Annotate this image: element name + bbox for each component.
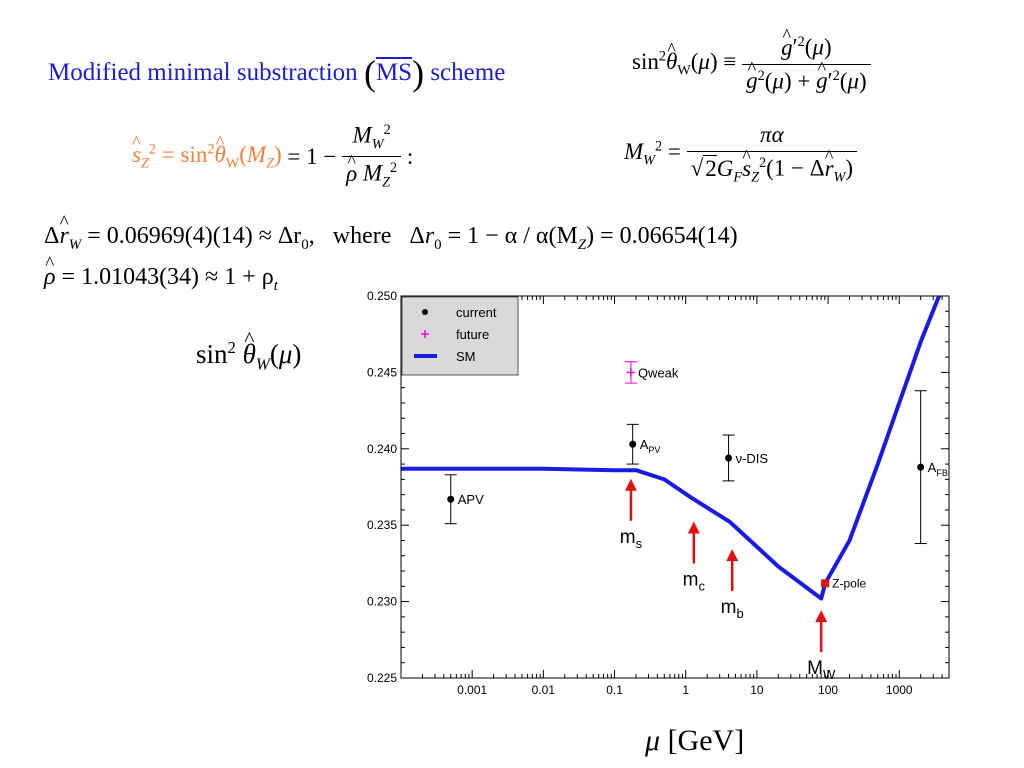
data-point bbox=[917, 463, 925, 471]
x-tick-label: 0.1 bbox=[606, 683, 623, 697]
mass-arrowhead bbox=[726, 549, 739, 562]
x-tick-label: 1000 bbox=[886, 683, 913, 697]
rho-value: = 1.01043(34) ≈ 1 + ρ bbox=[61, 264, 274, 290]
x-tick-label: 1 bbox=[682, 683, 689, 697]
y-tick-label: 0.245 bbox=[367, 365, 397, 379]
rw-value: = 0.06969(4)(14) ≈ Δr bbox=[87, 223, 302, 249]
x-tick-label: 100 bbox=[818, 683, 838, 697]
y-tick-label: 0.240 bbox=[367, 442, 397, 456]
mass-label: mc bbox=[683, 570, 706, 594]
legend-label: SM bbox=[456, 349, 476, 364]
y-tick-label: 0.225 bbox=[367, 671, 397, 685]
data-point bbox=[725, 454, 733, 462]
mass-arrowhead bbox=[687, 521, 700, 534]
rho-equation: ρ = 1.01043(34) ≈ 1 + ρt bbox=[44, 264, 278, 295]
point-label: Z-pole bbox=[832, 576, 866, 590]
r0-tail: ) = 0.06654(14) bbox=[586, 223, 738, 249]
y-axis-label: sin2 θW(μ) bbox=[196, 338, 301, 374]
point-label: ν-DIS bbox=[736, 451, 769, 466]
x-axis-label: μ [GeV] bbox=[645, 724, 745, 757]
delta-r-equation: ΔrW = 0.06969(4)(14) ≈ Δr0, where Δr0 = … bbox=[44, 223, 738, 254]
mass-label: mb bbox=[721, 597, 744, 621]
mass-arrowhead bbox=[624, 478, 637, 491]
x-tick-label: 0.01 bbox=[532, 683, 556, 697]
legend-label: current bbox=[456, 305, 497, 320]
legend-marker bbox=[422, 309, 428, 315]
data-point bbox=[447, 495, 455, 503]
point-label: APV bbox=[640, 437, 661, 455]
zpole-point bbox=[821, 579, 830, 588]
mw-equation: MW2 = πα√2GFsZ2(1 − ΔrW) bbox=[624, 122, 858, 186]
legend-box bbox=[401, 296, 519, 376]
y-tick-label: 0.250 bbox=[367, 289, 397, 303]
sz-definition-equation: sZ2 = sin2θW(MZ) = 1 − MW2ρ MZ2 : bbox=[132, 122, 413, 192]
scheme-word: scheme bbox=[430, 59, 506, 86]
y-tick-label: 0.230 bbox=[367, 595, 397, 609]
data-point bbox=[629, 440, 637, 448]
sm-curve bbox=[401, 296, 942, 601]
point-label: APV bbox=[458, 492, 484, 507]
chart-legend: current future SM bbox=[401, 296, 519, 376]
plot-frame bbox=[400, 295, 950, 679]
y-tick-label: 0.235 bbox=[367, 518, 397, 532]
legend-label: future bbox=[456, 327, 489, 342]
title-text: Modified minimal substraction bbox=[48, 59, 358, 86]
where-word: where bbox=[332, 223, 392, 249]
r0-value: = 1 − α / α(M bbox=[447, 223, 578, 249]
mass-label: MW bbox=[807, 658, 836, 682]
sin2-definition-equation: sin2θW(μ) ≡ g′2(μ)g2(μ) + g′2(μ) bbox=[632, 34, 871, 94]
x-tick-label: 10 bbox=[750, 683, 764, 697]
scheme-title-line: Modified minimal substraction (MS) schem… bbox=[48, 53, 506, 93]
mass-arrowhead bbox=[815, 610, 828, 623]
ms-label: MS bbox=[375, 59, 413, 86]
mass-label: ms bbox=[620, 527, 643, 551]
x-tick-label: 0.001 bbox=[457, 683, 487, 697]
point-label: AFB bbox=[928, 460, 948, 478]
point-label: Qweak bbox=[638, 365, 679, 380]
